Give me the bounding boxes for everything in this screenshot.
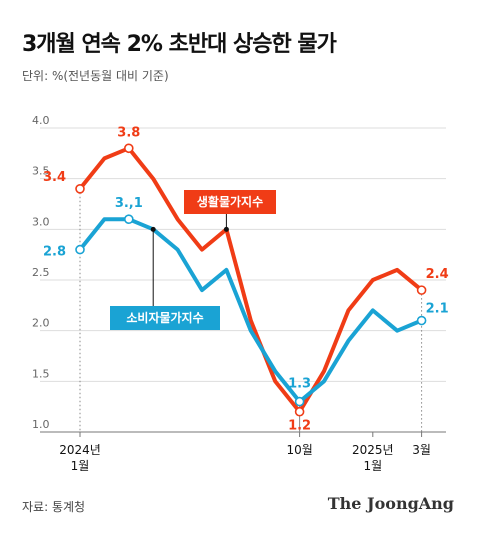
legend-label: 생활물가지수	[197, 194, 263, 209]
data-label: 3.,1	[115, 196, 143, 211]
source-note: 자료: 통계청	[22, 500, 86, 514]
data-label: 1.3	[288, 377, 311, 392]
legend-anchor-dot	[223, 226, 229, 232]
x-tick-label: 2024년 1월	[59, 443, 101, 473]
series-line	[78, 217, 424, 404]
grid-lines	[40, 127, 446, 382]
data-labels: 3.4 3.8 1.2 2.4 2.8 3.,1 1.3 2.1	[43, 125, 449, 433]
chart-title: 3개월 연속 2% 초반대 상승한 물가	[22, 32, 337, 57]
x-tick-label: 3월	[412, 443, 431, 457]
data-label: 2.8	[43, 245, 66, 260]
unit-note: 단위: %(전년동월 대비 기준)	[22, 69, 169, 83]
data-point-marker	[294, 396, 305, 407]
y-tick-label: 3.5	[32, 165, 50, 178]
y-tick-label: 2.5	[32, 266, 50, 279]
data-point-marker	[416, 285, 427, 295]
y-tick-label: 1.5	[32, 367, 50, 380]
data-point-marker	[124, 214, 134, 224]
data-label: 2.1	[426, 302, 449, 317]
data-label: 2.4	[426, 267, 449, 282]
legend-box	[110, 306, 220, 330]
x-tick-label-line: 2025년	[352, 443, 394, 457]
x-tick-label-line: 10월	[286, 443, 312, 457]
y-tick-label: 3.0	[32, 215, 50, 228]
x-tick-label-line: 3월	[412, 443, 431, 457]
data-label: 1.2	[288, 419, 311, 434]
data-point-marker	[416, 315, 427, 326]
data-point-marker	[294, 406, 305, 417]
data-point-marker	[124, 143, 134, 154]
legend-box	[184, 190, 276, 214]
legend-label: 소비자물가지수	[126, 310, 203, 325]
x-tick-label-line: 1월	[363, 459, 382, 473]
legend-anchor-dot	[150, 226, 156, 232]
y-tick-label: 1.0	[32, 418, 50, 431]
x-tick-label-line: 2024년	[59, 443, 101, 457]
x-tick-label-line: 1월	[71, 459, 90, 473]
data-point-marker	[75, 184, 85, 194]
x-tick-label: 2025년 1월	[352, 443, 394, 473]
data-label: 3.4	[43, 170, 66, 185]
y-tick-label: 4.0	[32, 114, 50, 127]
x-tick-label: 10월	[286, 443, 312, 457]
series-lines	[78, 146, 424, 414]
data-label: 3.8	[117, 125, 140, 140]
x-axis: 2024년 1월 10월 2025년 1월 3월	[40, 188, 446, 473]
series-line	[78, 146, 424, 414]
data-point-marker	[75, 244, 85, 255]
y-axis-ticks: 1.0 1.5 2.0 2.5 3.0 3.5 4.0	[32, 114, 50, 431]
publisher-logo: The JoongAng	[327, 494, 454, 513]
y-tick-label: 2.0	[32, 317, 50, 330]
